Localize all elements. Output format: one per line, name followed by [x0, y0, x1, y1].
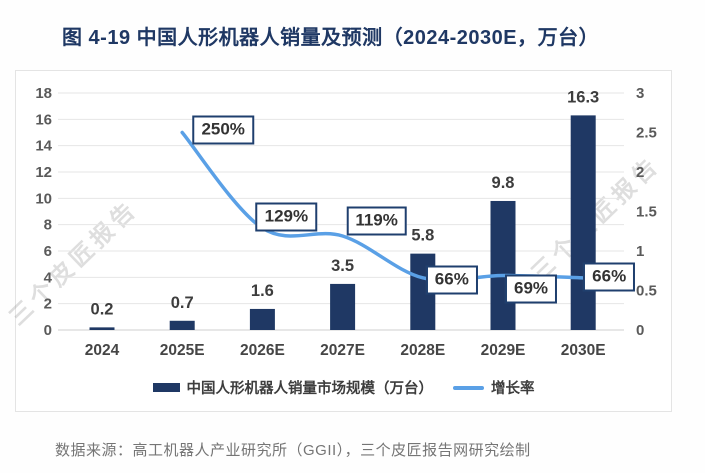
- chart-legend: 中国人形机器人销量市场规模（万台） 增长率: [16, 377, 671, 398]
- legend-line-label: 增长率: [491, 381, 535, 397]
- right-axis-tick: 0.5: [636, 283, 657, 300]
- data-source: 数据来源：高工机器人产业研究所（GGII），三个皮匠报告网研究绘制: [55, 442, 531, 459]
- bar-value-label: 3.5: [331, 257, 354, 275]
- right-axis-tick: 0: [636, 322, 644, 339]
- bar-2026E: [249, 308, 275, 330]
- left-axis-tick: 18: [35, 85, 52, 102]
- bar-2024: [89, 327, 115, 330]
- bar-value-label: 5.8: [411, 227, 434, 245]
- x-axis-label: 2025E: [160, 342, 205, 359]
- left-axis-tick: 16: [35, 111, 52, 128]
- x-axis-label: 2028E: [400, 342, 445, 359]
- bar-2029E: [490, 200, 516, 330]
- x-axis-label: 2024: [85, 342, 120, 359]
- left-axis-tick: 14: [35, 138, 52, 155]
- right-axis-tick: 2.5: [636, 125, 657, 142]
- bar-value-label: 0.7: [171, 294, 194, 312]
- legend-bar-label: 中国人形机器人销量市场规模（万台）: [186, 381, 434, 397]
- right-axis-tick: 3: [636, 85, 644, 102]
- bar-value-label: 0.2: [91, 300, 114, 318]
- right-axis-tick: 1.5: [636, 204, 657, 221]
- right-axis-tick: 1: [636, 243, 644, 260]
- left-axis-tick: 2: [44, 296, 52, 313]
- bar-2025E: [169, 320, 195, 330]
- left-axis-tick: 4: [44, 269, 53, 286]
- left-axis-tick: 8: [44, 217, 52, 234]
- left-axis-tick: 10: [35, 190, 52, 207]
- legend-bar-swatch-icon: [152, 383, 180, 392]
- bar-2027E: [330, 283, 356, 330]
- legend-line-swatch-icon: [453, 385, 484, 390]
- right-axis-tick: 2: [636, 164, 644, 181]
- left-axis-tick: 12: [35, 164, 52, 181]
- x-axis-label: 2029E: [481, 342, 526, 359]
- x-axis-label: 2030E: [561, 342, 606, 359]
- left-axis-tick: 0: [44, 322, 52, 339]
- bar-value-label: 1.6: [251, 282, 274, 300]
- growth-rate-line: [180, 130, 585, 283]
- combo-chart: 0 2 4 6 8 10 12 14 16 18 0 0.5 1 1.5 2 2.5 3 0.2 2024 0.7 20…: [35, 85, 657, 359]
- left-axis-tick: 6: [44, 243, 52, 260]
- x-axis-label: 2026E: [240, 342, 285, 359]
- bar-value-label: 16.3: [567, 88, 599, 106]
- bar-2028E: [410, 253, 436, 330]
- chart-title: 图 4-19 中国人形机器人销量及预测（2024-2030E，万台）: [62, 27, 600, 49]
- chart-panel: 三个皮匠报告 三个皮匠报告 02468101214161800.511.522.…: [4, 70, 672, 412]
- bar-value-label: 9.8: [492, 174, 515, 192]
- bar-2030E: [570, 115, 596, 330]
- x-axis-label: 2027E: [320, 342, 365, 359]
